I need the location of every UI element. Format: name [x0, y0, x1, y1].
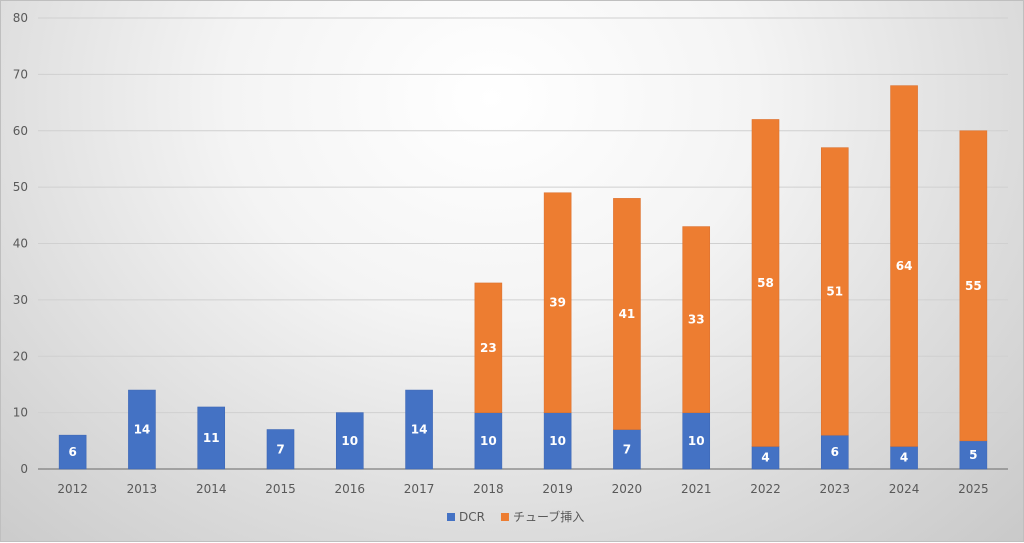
x-tick-label: 2018	[473, 482, 504, 496]
data-label: 64	[896, 259, 913, 273]
data-label: 11	[203, 431, 220, 445]
bars	[58, 85, 988, 470]
y-tick-label: 80	[13, 11, 28, 25]
x-tick-label: 2025	[958, 482, 989, 496]
data-label: 7	[623, 442, 631, 456]
data-label: 10	[688, 434, 705, 448]
bar-dcr-2023	[820, 434, 849, 470]
legend-label-tube: チューブ挿入	[513, 509, 584, 524]
legend-label-dcr: DCR	[459, 510, 485, 524]
x-tick-label: 2023	[820, 482, 851, 496]
x-tick-label: 2015	[265, 482, 296, 496]
data-label: 41	[619, 307, 636, 321]
data-label: 39	[549, 296, 566, 310]
y-tick-label: 0	[20, 462, 28, 476]
data-label: 5	[969, 448, 977, 462]
data-label: 51	[826, 284, 843, 298]
y-tick-label: 70	[13, 67, 28, 81]
data-label: 55	[965, 279, 982, 293]
x-tick-label: 2017	[404, 482, 435, 496]
bar-tube-2023	[820, 147, 849, 436]
data-label: 10	[549, 434, 566, 448]
x-axis: 2012 2013 2014 2015 2016 2017 2018 2019 2020 2021…	[57, 482, 988, 496]
data-label: 10	[341, 434, 358, 448]
data-label: 6	[831, 445, 839, 459]
y-axis: 0 10 20 30 40 50 60 70 80	[13, 11, 28, 476]
bar-tube-2018	[474, 282, 503, 413]
data-label: 33	[688, 313, 705, 327]
gridlines	[38, 17, 1008, 470]
data-label: 58	[757, 276, 774, 290]
data-label: 23	[480, 341, 497, 355]
data-label: 7	[276, 442, 284, 456]
data-label: 6	[68, 445, 76, 459]
x-tick-label: 2013	[127, 482, 158, 496]
bar-tube-2024	[890, 85, 918, 447]
bar-dcr-2019	[543, 412, 572, 470]
bar-tube-2019	[543, 192, 572, 413]
bar-dcr-2012	[58, 434, 87, 470]
x-tick-label: 2020	[612, 482, 643, 496]
bar-dcr-2017	[405, 389, 433, 470]
x-tick-label: 2012	[57, 482, 88, 496]
legend: DCR チューブ挿入	[447, 509, 584, 524]
y-tick-label: 50	[13, 180, 28, 194]
bar-tube-2020	[613, 198, 641, 430]
legend-swatch-tube	[500, 513, 509, 521]
bar-dcr-2013	[128, 389, 156, 470]
data-label: 10	[480, 434, 497, 448]
bar-dcr-2016	[335, 412, 364, 470]
y-tick-label: 60	[13, 124, 28, 138]
y-tick-label: 30	[13, 293, 28, 307]
x-tick-label: 2021	[681, 482, 712, 496]
y-tick-label: 20	[13, 349, 28, 363]
legend-swatch-dcr	[447, 513, 455, 521]
data-label: 14	[411, 423, 428, 437]
x-tick-label: 2022	[750, 482, 781, 496]
bar-dcr-2015	[266, 429, 295, 470]
x-tick-label: 2024	[889, 482, 920, 496]
bar-dcr-2025	[959, 440, 988, 470]
x-tick-label: 2019	[542, 482, 573, 496]
data-label: 4	[761, 451, 769, 465]
y-tick-label: 10	[13, 406, 28, 420]
data-label: 4	[900, 451, 908, 465]
x-tick-label: 2014	[196, 482, 227, 496]
bar-dcr-2014	[197, 406, 226, 470]
bar-tube-2021	[682, 226, 711, 413]
bar-tube-2025	[959, 130, 988, 442]
x-tick-label: 2016	[335, 482, 366, 496]
y-tick-label: 40	[13, 237, 28, 251]
data-label: 14	[134, 423, 151, 437]
bar-tube-2022	[751, 119, 780, 447]
